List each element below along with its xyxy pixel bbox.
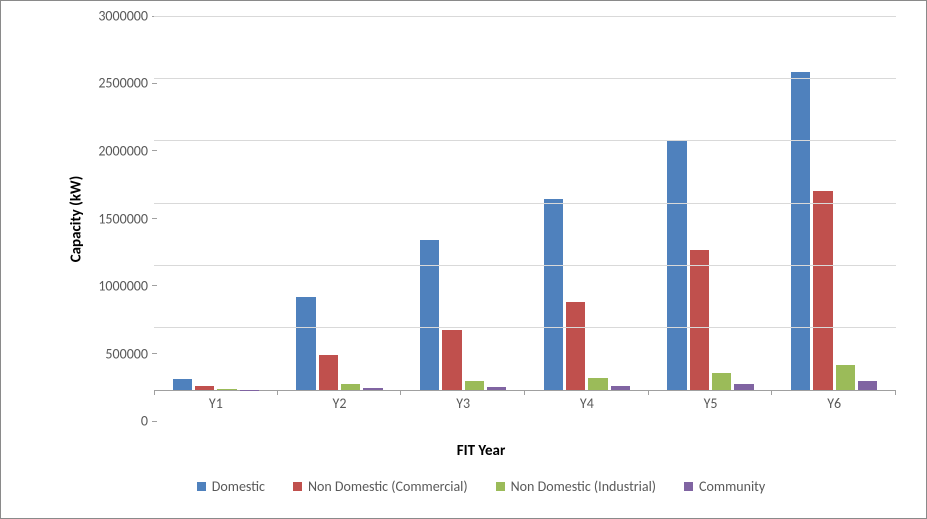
bar xyxy=(442,330,461,390)
legend-swatch xyxy=(496,482,505,491)
y-tick-label: 1000000 xyxy=(98,277,148,294)
y-axis-title: Capacity (kW) xyxy=(66,16,86,421)
legend-label: Non Domestic (Commercial) xyxy=(308,478,468,495)
legend: Domestic Non Domestic (Commercial) Non Dom… xyxy=(56,466,906,506)
legend-item: Community xyxy=(684,478,765,495)
x-tick-label: Y2 xyxy=(278,395,402,419)
bar xyxy=(813,191,832,390)
gridline xyxy=(154,203,896,204)
bar xyxy=(296,297,315,391)
bar xyxy=(712,373,731,390)
bar xyxy=(420,240,439,390)
x-axis-labels: Y1Y2Y3Y4Y5Y6 xyxy=(154,395,896,419)
y-tick-label: 2500000 xyxy=(98,75,148,92)
bar xyxy=(487,387,506,390)
legend-swatch xyxy=(197,482,206,491)
y-axis-title-text: Capacity (kW) xyxy=(67,175,85,262)
bar xyxy=(566,302,585,391)
x-tick-label: Y6 xyxy=(772,395,896,419)
x-tick-label: Y1 xyxy=(154,395,278,419)
plot-wrap: Capacity (kW) 05000001000000150000020000… xyxy=(56,16,906,421)
bar xyxy=(690,250,709,390)
bar xyxy=(588,378,607,390)
y-tick-label: 1500000 xyxy=(98,210,148,227)
gridline xyxy=(154,16,896,17)
gridline xyxy=(154,78,896,79)
y-tick-label: 500000 xyxy=(105,345,148,362)
y-axis-ticks: 0500000100000015000002000000250000030000… xyxy=(84,16,152,421)
bar xyxy=(173,379,192,390)
bar xyxy=(363,388,382,390)
x-tick-label: Y5 xyxy=(649,395,773,419)
bar xyxy=(836,365,855,390)
plot-area xyxy=(154,16,896,391)
bar xyxy=(544,199,563,390)
bar xyxy=(319,355,338,390)
y-tick-mark xyxy=(152,421,157,422)
legend-label: Non Domestic (Industrial) xyxy=(511,478,656,495)
legend-label: Domestic xyxy=(212,478,265,495)
legend-item: Non Domestic (Industrial) xyxy=(496,478,656,495)
bar xyxy=(195,386,214,390)
bar xyxy=(217,389,236,390)
bar xyxy=(465,381,484,390)
legend-item: Non Domestic (Commercial) xyxy=(293,478,468,495)
chart-frame: Capacity (kW) 0 500000 1000000 1500000 20000… xyxy=(0,0,927,519)
gridline xyxy=(154,140,896,141)
y-tick-label: 3000000 xyxy=(98,8,148,25)
bar xyxy=(341,384,360,390)
gridline xyxy=(154,327,896,328)
legend-label: Community xyxy=(699,478,765,495)
x-tick-label: Y4 xyxy=(525,395,649,419)
legend-item: Domestic xyxy=(197,478,265,495)
legend-swatch xyxy=(293,482,302,491)
x-tick-label: Y3 xyxy=(401,395,525,419)
bar xyxy=(858,381,877,390)
x-axis-title-text: FIT Year xyxy=(457,442,506,460)
legend-swatch xyxy=(684,482,693,491)
bar xyxy=(611,386,630,390)
x-axis-title: FIT Year xyxy=(56,442,906,460)
y-tick-label: 2000000 xyxy=(98,142,148,159)
bar xyxy=(791,72,810,390)
gridline xyxy=(154,265,896,266)
y-tick-label: 0 xyxy=(141,413,148,430)
bar xyxy=(734,384,753,390)
